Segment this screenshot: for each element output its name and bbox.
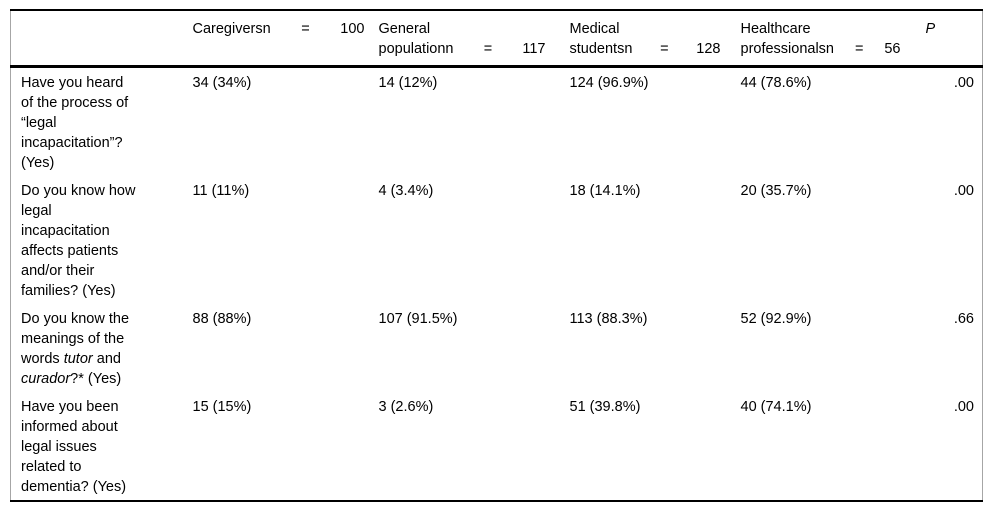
p-value-cell: .00 (953, 399, 974, 415)
header-row: Caregiversn = 100 General populationn = … (10, 10, 983, 67)
value-cell-general-population: 14 (12%) (378, 75, 438, 91)
value-cell-general-population: 4 (3.4%) (378, 183, 434, 199)
value-cell-caregivers: 88 (88%) (192, 311, 252, 327)
col-header-caregivers: Caregiversn = 100 (192, 21, 365, 37)
value-cell-healthcare-professionals: 52 (92.9%) (740, 311, 812, 327)
col-header-p-value: P (925, 21, 936, 37)
col-header-healthcare-professionals: Healthcare professionalsn = 56 (740, 21, 901, 57)
col-header-medical-students: Medical studentsn = 128 (569, 21, 721, 57)
question-cell: Do you know how legal incapacitation aff… (21, 183, 136, 299)
table-row-heard-of-legal-incapacitation: Have you heard of the process of “legal … (11, 67, 983, 177)
question-cell: Do you know the meanings of the words tu… (21, 311, 130, 387)
value-cell-healthcare-professionals: 40 (74.1%) (740, 399, 812, 415)
table-row-know-tutor-curador: Do you know the meanings of the words tu… (11, 304, 983, 392)
p-value-cell: .00 (953, 75, 974, 91)
value-cell-caregivers: 11 (11%) (192, 183, 250, 199)
value-cell-medical-students: 113 (88.3%) (569, 311, 648, 327)
value-cell-medical-students: 124 (96.9%) (569, 75, 649, 91)
value-cell-medical-students: 51 (39.8%) (569, 399, 641, 415)
value-cell-medical-students: 18 (14.1%) (569, 183, 641, 199)
legal-incapacitation-survey-table: Caregiversn = 100 General populationn = … (10, 9, 983, 502)
value-cell-general-population: 3 (2.6%) (378, 399, 434, 415)
value-cell-healthcare-professionals: 20 (35.7%) (740, 183, 812, 199)
col-header-general-population: General populationn = 117 (378, 21, 546, 57)
corner-cell (11, 10, 193, 67)
value-cell-healthcare-professionals: 44 (78.6%) (740, 75, 812, 91)
question-cell: Have you been informed about legal issue… (21, 399, 127, 495)
p-value-cell: .00 (953, 183, 974, 199)
value-cell-caregivers: 15 (15%) (192, 399, 252, 415)
question-cell: Have you heard of the process of “legal … (21, 75, 129, 171)
value-cell-general-population: 107 (91.5%) (378, 311, 458, 327)
table-row-know-how-it-affects: Do you know how legal incapacitation aff… (11, 176, 983, 304)
table-row-informed-legal-issues-dementia: Have you been informed about legal issue… (11, 392, 983, 501)
value-cell-caregivers: 34 (34%) (192, 75, 252, 91)
p-value-cell: .66 (953, 311, 974, 327)
